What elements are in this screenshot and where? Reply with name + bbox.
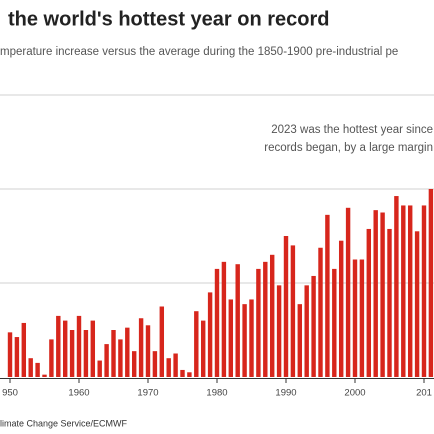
x-tick-label: 1980: [206, 388, 227, 399]
bar: [366, 228, 372, 377]
bar: [332, 268, 337, 377]
bar: [49, 339, 54, 377]
bar: [42, 374, 47, 377]
x-tick-label: 201: [416, 388, 432, 399]
bar: [104, 344, 109, 377]
bar: [380, 212, 385, 377]
bar: [166, 358, 171, 377]
bar: [56, 315, 61, 377]
bar: [276, 285, 282, 377]
bar: [28, 358, 33, 377]
bar: [290, 245, 296, 377]
bar: [249, 299, 254, 377]
bar: [421, 205, 427, 377]
bar: [297, 304, 303, 377]
bar: [304, 285, 309, 377]
bar: [138, 318, 144, 377]
bar: [373, 210, 378, 377]
bar: [69, 330, 75, 377]
bar: [283, 236, 289, 377]
bar: [83, 330, 89, 377]
bar: [145, 325, 151, 377]
bar: [90, 320, 96, 377]
bar: [359, 259, 365, 377]
bar: [97, 360, 102, 377]
chart-subtitle: mperature increase versus the average du…: [0, 46, 398, 58]
bar: [14, 337, 20, 377]
bar: [131, 351, 137, 377]
x-tick-label: 1960: [68, 388, 89, 399]
source: limate Change Service/ECMWF: [0, 418, 128, 428]
annotation: records began, by a large margin: [264, 142, 433, 154]
x-tick-label: 2000: [344, 388, 365, 399]
bar: [235, 264, 240, 377]
bar: [159, 306, 165, 377]
bar: [62, 320, 68, 377]
bar: [194, 311, 199, 377]
bar: [228, 299, 234, 377]
bar: [269, 254, 275, 377]
bar: [414, 231, 420, 377]
bar: [311, 275, 316, 377]
bar: [394, 196, 399, 377]
bar: [407, 205, 413, 377]
bar: [214, 268, 220, 377]
bar: [428, 189, 434, 377]
bar: [256, 268, 261, 377]
bar: [125, 327, 130, 377]
bar: [152, 351, 158, 377]
x-tick-label: 950: [2, 388, 18, 399]
bar: [207, 292, 213, 377]
bar: [200, 320, 206, 377]
x-tick-label: 1970: [137, 388, 158, 399]
bar: [401, 205, 406, 377]
bar: [7, 332, 13, 377]
bar: [187, 372, 192, 377]
bar: [263, 261, 268, 377]
bar: [325, 214, 330, 377]
bar: [352, 259, 358, 377]
x-tick-label: 1990: [275, 388, 296, 399]
chart-title: the world's hottest year on record: [8, 8, 329, 30]
bar: [173, 353, 178, 377]
bar: [35, 362, 40, 377]
bar: [345, 207, 351, 377]
bar: [180, 369, 185, 377]
bar: [221, 261, 227, 377]
bar: [242, 304, 247, 377]
bar: [76, 315, 82, 377]
bar: [387, 228, 392, 377]
bar: [111, 330, 116, 377]
annotation: 2023 was the hottest year since: [271, 124, 433, 136]
bar: [318, 247, 323, 377]
bar: [21, 322, 27, 377]
bar: [118, 339, 123, 377]
bar: [338, 240, 344, 377]
